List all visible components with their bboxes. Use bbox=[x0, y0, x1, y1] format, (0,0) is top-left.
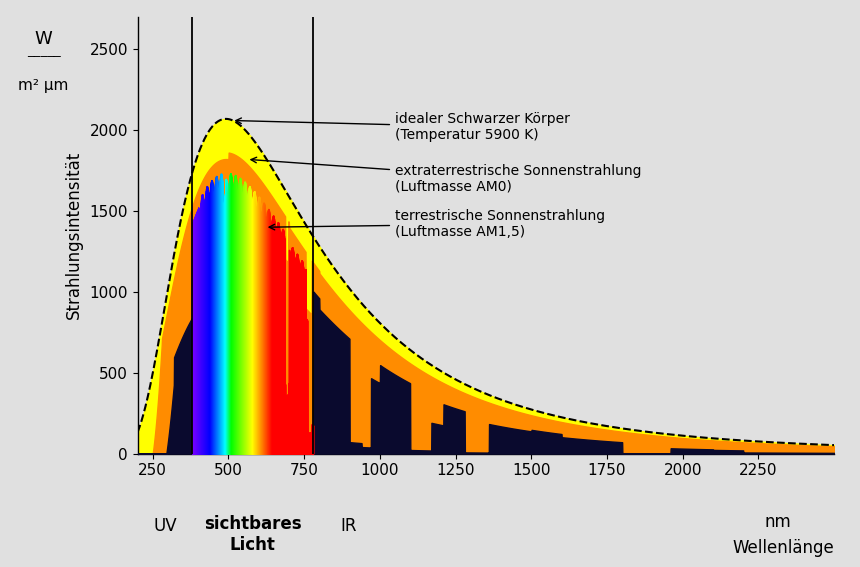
Text: terrestrische Sonnenstrahlung
(Luftmasse AM1,5): terrestrische Sonnenstrahlung (Luftmasse… bbox=[269, 209, 605, 239]
Text: ─────: ───── bbox=[27, 51, 60, 61]
Text: Wellenlänge: Wellenlänge bbox=[733, 539, 834, 557]
Text: IR: IR bbox=[341, 517, 357, 535]
Text: sichtbares
Licht: sichtbares Licht bbox=[204, 515, 302, 554]
Text: extraterrestrische Sonnenstrahlung
(Luftmasse AM0): extraterrestrische Sonnenstrahlung (Luft… bbox=[251, 157, 642, 194]
Text: m² μm: m² μm bbox=[18, 78, 69, 93]
Text: nm: nm bbox=[765, 514, 791, 531]
Text: idealer Schwarzer Körper
(Temperatur 5900 K): idealer Schwarzer Körper (Temperatur 590… bbox=[236, 112, 570, 142]
Text: W: W bbox=[34, 30, 52, 48]
Y-axis label: Strahlungsintensität: Strahlungsintensität bbox=[64, 151, 83, 319]
Text: UV: UV bbox=[153, 517, 176, 535]
